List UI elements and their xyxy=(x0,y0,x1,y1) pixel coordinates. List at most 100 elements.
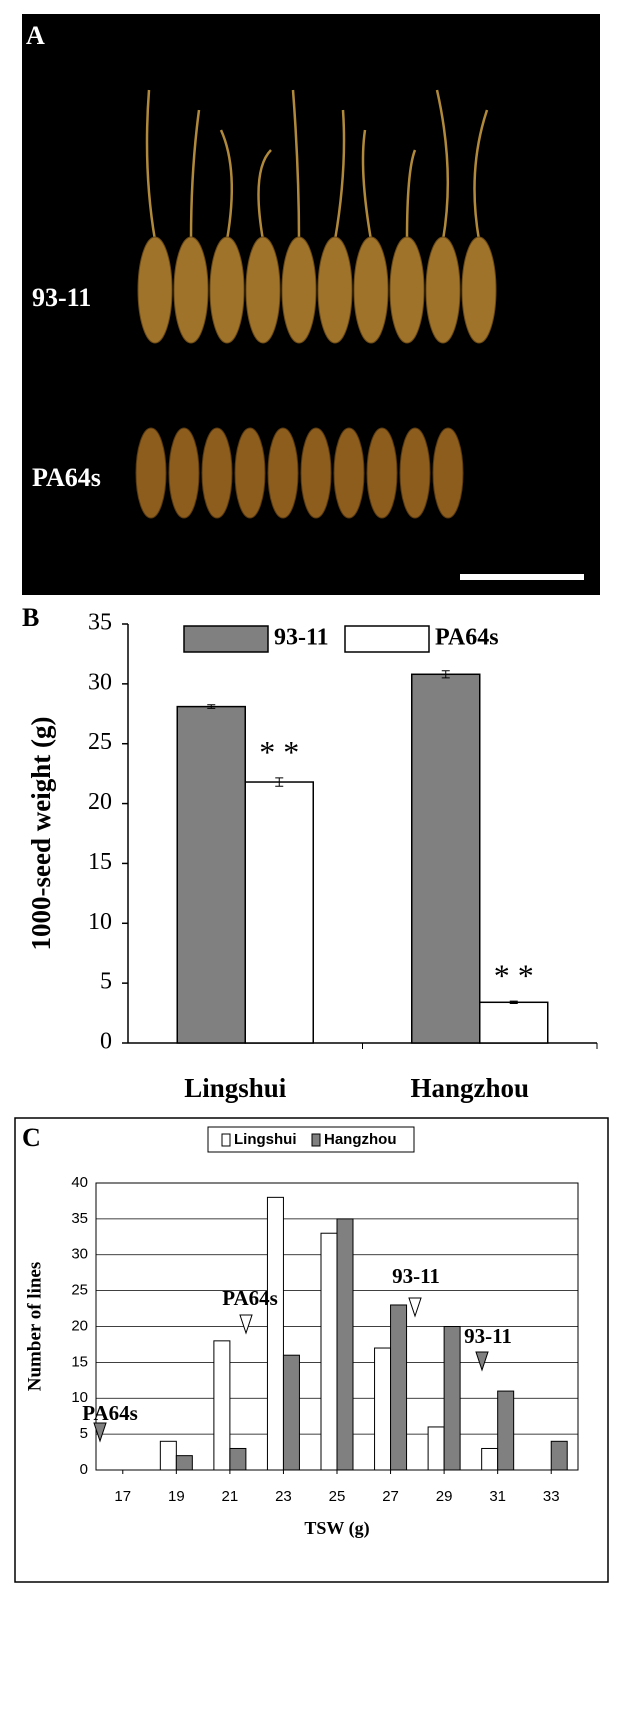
grain xyxy=(432,427,464,519)
grain xyxy=(173,236,209,344)
grain xyxy=(366,427,398,519)
bar xyxy=(390,1304,408,1471)
bar xyxy=(244,781,314,1044)
y-tick-label: 25 xyxy=(88,729,112,755)
awn xyxy=(333,109,346,241)
grains xyxy=(135,89,497,519)
panel-frame xyxy=(14,1117,609,1583)
error-bar xyxy=(509,1000,518,1004)
y-tick-label: 30 xyxy=(71,1246,88,1263)
legend-label: Hangzhou xyxy=(324,1131,397,1148)
grain xyxy=(245,236,281,344)
grain xyxy=(317,236,353,344)
error-bar xyxy=(275,777,284,787)
awn xyxy=(219,129,234,241)
legend-label: Lingshui xyxy=(234,1131,297,1148)
grain xyxy=(333,427,365,519)
annotation: PA64s xyxy=(222,1286,278,1310)
x-tick-label: 27 xyxy=(382,1488,399,1505)
x-tick-label: Lingshui xyxy=(184,1073,287,1103)
y-tick-label: 0 xyxy=(80,1461,88,1478)
y-tick-label: 35 xyxy=(88,610,112,636)
marker-arrow xyxy=(475,1351,489,1372)
bar xyxy=(411,673,481,1044)
x-tick-label: 19 xyxy=(168,1488,185,1505)
annotation: 93-11 xyxy=(464,1324,512,1348)
y-tick-label: 5 xyxy=(100,969,112,995)
bar xyxy=(479,1001,549,1044)
bar xyxy=(550,1440,568,1471)
x-tick-label: 21 xyxy=(222,1488,239,1505)
annotation: * * xyxy=(259,734,299,770)
grain xyxy=(267,427,299,519)
awn xyxy=(189,109,201,241)
y-tick-label: 20 xyxy=(88,789,112,815)
legend-box xyxy=(207,1126,415,1153)
grain xyxy=(281,236,317,344)
panel-label: C xyxy=(22,1123,41,1152)
x-tick-label: 25 xyxy=(329,1488,346,1505)
y-tick-label: 30 xyxy=(88,669,112,695)
grain xyxy=(168,427,200,519)
panel-label: A xyxy=(26,21,45,50)
annotation: PA64s xyxy=(82,1401,138,1425)
x-tick-label: Hangzhou xyxy=(410,1073,529,1103)
panel-label: B xyxy=(22,603,39,632)
marker-arrow xyxy=(239,1314,253,1335)
x-tick-label: 33 xyxy=(543,1488,560,1505)
awn xyxy=(361,129,373,241)
y-tick-label: 35 xyxy=(71,1210,88,1227)
y-axis-label: 1000-seed weight (g) xyxy=(26,717,56,951)
legend-label: PA64s xyxy=(435,625,499,651)
grain xyxy=(425,236,461,344)
row-label: PA64s xyxy=(32,463,101,492)
bar xyxy=(229,1447,247,1471)
bar xyxy=(282,1354,300,1471)
grain xyxy=(201,427,233,519)
y-tick-label: 0 xyxy=(100,1029,112,1055)
legend-label: 93-11 xyxy=(274,625,329,651)
bar xyxy=(266,1196,284,1471)
x-tick-label: 29 xyxy=(436,1488,453,1505)
error-bar xyxy=(207,704,216,709)
y-tick-label: 5 xyxy=(80,1425,88,1442)
y-tick-label: 25 xyxy=(71,1282,88,1299)
awn xyxy=(405,149,417,241)
bar xyxy=(427,1426,445,1471)
grain xyxy=(399,427,431,519)
awn xyxy=(257,149,272,241)
annotation: * * xyxy=(494,957,534,993)
legend-swatch xyxy=(221,1133,231,1147)
x-axis-label: TSW (g) xyxy=(304,1518,369,1539)
legend-swatch xyxy=(311,1133,321,1147)
bar xyxy=(374,1347,392,1471)
y-tick-label: 10 xyxy=(88,909,112,935)
marker-arrow xyxy=(408,1297,422,1318)
grain xyxy=(461,236,497,344)
awn xyxy=(291,89,301,241)
x-tick-label: 17 xyxy=(114,1488,131,1505)
x-tick-label: 31 xyxy=(489,1488,506,1505)
awn xyxy=(473,109,489,241)
bar xyxy=(481,1447,499,1471)
grain xyxy=(300,427,332,519)
bar xyxy=(159,1440,177,1471)
bar xyxy=(443,1326,461,1471)
bar xyxy=(320,1232,338,1471)
grain xyxy=(209,236,245,344)
bar xyxy=(175,1455,193,1471)
y-tick-label: 20 xyxy=(71,1317,88,1334)
bar xyxy=(213,1340,231,1471)
y-tick-label: 40 xyxy=(71,1174,88,1191)
grain xyxy=(353,236,389,344)
y-axis-label: Number of lines xyxy=(24,1262,45,1391)
bar xyxy=(497,1390,515,1471)
grain xyxy=(137,236,173,344)
awn xyxy=(435,89,450,241)
awn xyxy=(145,89,157,241)
x-tick-label: 23 xyxy=(275,1488,292,1505)
row-label: 93-11 xyxy=(32,283,91,312)
bar xyxy=(336,1218,354,1471)
grain xyxy=(135,427,167,519)
